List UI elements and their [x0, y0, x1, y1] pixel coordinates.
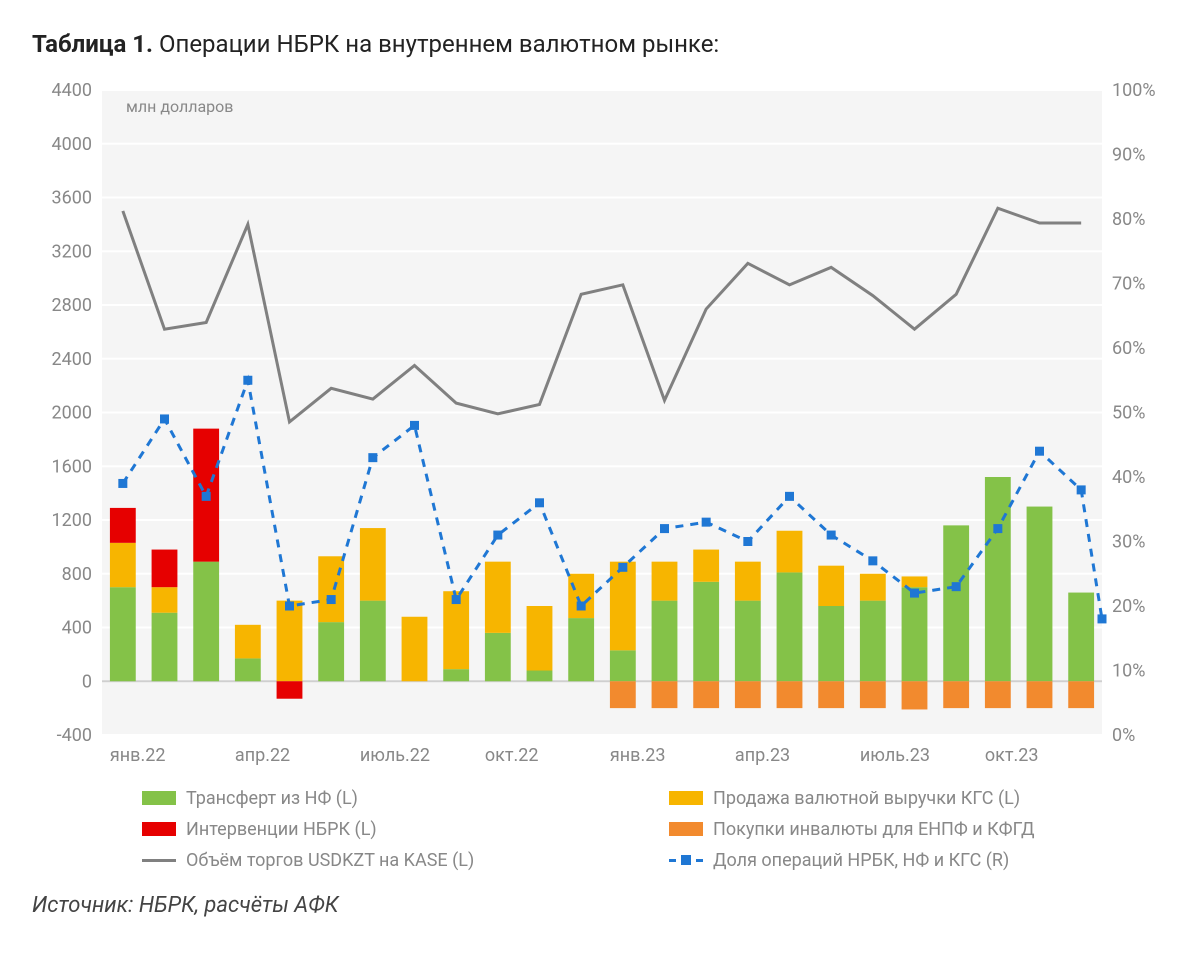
svg-text:2000: 2000 [52, 402, 92, 423]
page-container: Таблица 1. Операции НБРК на внутреннем в… [0, 0, 1204, 960]
svg-text:40%: 40% [1112, 467, 1145, 488]
legend-item: Объём торгов USDKZT на KASE (L) [142, 850, 645, 871]
svg-text:2400: 2400 [52, 348, 92, 369]
legend-label: Интервенции НБРК (L) [186, 819, 377, 840]
svg-text:100%: 100% [1112, 80, 1156, 101]
svg-text:400: 400 [62, 617, 92, 638]
svg-text:янв.23: янв.23 [610, 745, 666, 766]
legend-label: Покупки инвалюты для ЕНПФ и КФГД [713, 819, 1035, 840]
legend-label: Трансферт из НФ (L) [186, 788, 358, 809]
svg-text:4000: 4000 [52, 133, 92, 154]
chart-source: Источник: НБРК, расчёты АФК [32, 893, 1172, 918]
svg-text:янв.22: янв.22 [110, 745, 166, 766]
svg-text:окт.22: окт.22 [485, 745, 539, 766]
svg-text:60%: 60% [1112, 338, 1145, 359]
legend-swatch [669, 853, 703, 867]
svg-text:4400: 4400 [52, 80, 92, 101]
legend-label: Доля операций НРБК, НФ и КГС (R) [713, 850, 1009, 871]
svg-text:90%: 90% [1112, 144, 1145, 165]
svg-text:0: 0 [82, 671, 92, 692]
svg-text:млн долларов: млн долларов [126, 97, 233, 116]
legend-item: Доля операций НРБК, НФ и КГС (R) [669, 850, 1172, 871]
svg-text:3600: 3600 [52, 187, 92, 208]
svg-text:июль.22: июль.22 [360, 745, 430, 766]
svg-text:апр.23: апр.23 [735, 745, 790, 766]
svg-text:-400: -400 [57, 725, 92, 746]
svg-text:20%: 20% [1112, 596, 1145, 617]
svg-text:50%: 50% [1112, 402, 1145, 423]
svg-text:1200: 1200 [52, 510, 92, 531]
chart-title: Таблица 1. Операции НБРК на внутреннем в… [32, 28, 1172, 62]
chart-panel: -400 0 400 800 1200 1600 2000 2400 2800 3200 3600 4… [32, 80, 1172, 780]
svg-text:30%: 30% [1112, 531, 1145, 552]
svg-text:3200: 3200 [52, 241, 92, 262]
svg-text:10%: 10% [1112, 660, 1145, 681]
svg-text:июль.23: июль.23 [860, 745, 930, 766]
legend-swatch [669, 791, 703, 805]
svg-text:0%: 0% [1112, 725, 1135, 746]
legend-swatch [669, 822, 703, 836]
svg-text:апр.22: апр.22 [235, 745, 290, 766]
svg-text:80%: 80% [1112, 209, 1145, 230]
legend-item: Покупки инвалюты для ЕНПФ и КФГД [669, 819, 1172, 840]
svg-text:окт.23: окт.23 [985, 745, 1039, 766]
legend-item: Трансферт из НФ (L) [142, 788, 645, 809]
chart-svg: -400 0 400 800 1200 1600 2000 2400 2800 3200 3600 4… [32, 80, 1172, 780]
chart-legend: Трансферт из НФ (L) Продажа валютной выру… [32, 788, 1172, 871]
legend-item: Интервенции НБРК (L) [142, 819, 645, 840]
svg-text:2800: 2800 [52, 295, 92, 316]
svg-text:800: 800 [62, 563, 92, 584]
legend-item: Продажа валютной выручки КГС (L) [669, 788, 1172, 809]
legend-swatch [142, 822, 176, 836]
title-rest: Операции НБРК на внутреннем валютном рын… [153, 30, 719, 58]
legend-swatch [142, 859, 176, 862]
legend-swatch [142, 791, 176, 805]
svg-text:1600: 1600 [52, 456, 92, 477]
legend-label: Продажа валютной выручки КГС (L) [713, 788, 1020, 809]
legend-label: Объём торгов USDKZT на KASE (L) [186, 850, 474, 871]
svg-text:70%: 70% [1112, 273, 1145, 294]
title-prefix: Таблица 1. [32, 30, 153, 58]
